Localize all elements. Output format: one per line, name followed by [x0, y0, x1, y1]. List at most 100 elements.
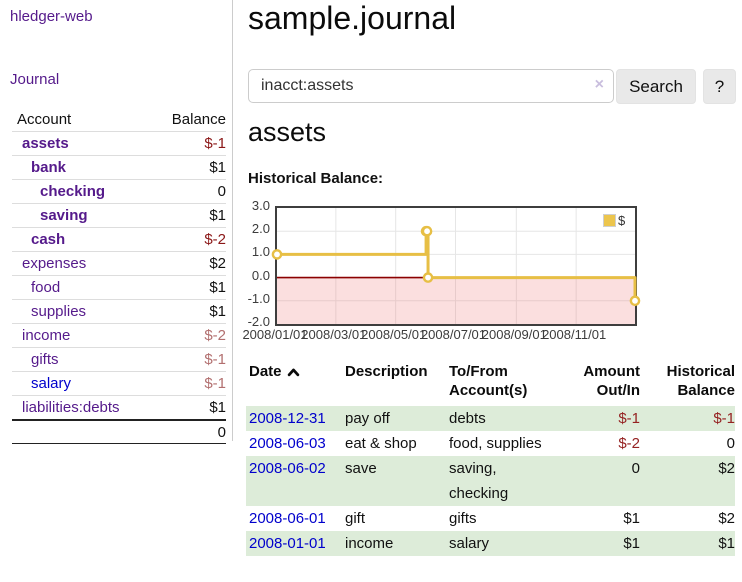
data-point — [629, 295, 641, 307]
transaction-date-link[interactable]: 2008-01-01 — [249, 535, 326, 552]
transaction-accounts: salary — [449, 531, 559, 556]
transactions-header-row: Date Description To/From Account(s) Amou… — [246, 362, 735, 406]
accounts-header-balance: Balance — [162, 108, 226, 132]
chart-legend: $ — [601, 212, 628, 229]
tx-header-accounts: To/From Account(s) — [449, 363, 528, 399]
account-row: gifts $-1 — [12, 347, 226, 372]
sidebar-item-journal[interactable]: Journal — [10, 71, 60, 88]
transaction-description: eat & shop — [345, 435, 417, 452]
search-input[interactable] — [248, 69, 614, 103]
account-link-saving[interactable]: saving — [40, 207, 88, 224]
account-balance: $1 — [162, 155, 226, 180]
account-balance: $-2 — [162, 227, 226, 252]
transaction-balance: $1 — [640, 531, 735, 556]
accounts-header-row: Account Balance — [12, 108, 226, 132]
account-link-expenses[interactable]: expenses — [22, 255, 87, 272]
transaction-description: save — [345, 456, 449, 506]
legend-label: $ — [618, 213, 626, 228]
account-link-income[interactable]: income — [22, 327, 71, 344]
account-row: food $1 — [12, 275, 226, 300]
y-tick-label: -1.0 — [247, 290, 270, 306]
account-balance: 0 — [162, 179, 226, 204]
account-row: expenses $2 — [12, 251, 226, 276]
historical-balance-chart — [271, 206, 641, 326]
legend-swatch-icon — [603, 214, 616, 227]
account-link-supplies[interactable]: supplies — [31, 303, 87, 320]
negative-region — [277, 277, 635, 324]
transaction-row: 2008-06-02 save saving, checking 0 $2 — [246, 456, 735, 506]
transaction-row: 2008-06-01 gift gifts $1 $2 — [246, 506, 735, 531]
account-row: income $-2 — [12, 323, 226, 348]
account-balance: $1 — [162, 275, 226, 300]
transaction-balance: $2 — [718, 510, 735, 527]
transaction-date-link[interactable]: 2008-12-31 — [249, 410, 326, 427]
transaction-amount: $1 — [559, 531, 640, 556]
page-title: sample.journal — [248, 0, 457, 36]
x-tick-label: 2008/11/01 — [542, 327, 607, 342]
clear-search-icon[interactable]: × — [594, 76, 604, 93]
help-button[interactable]: ? — [703, 69, 736, 104]
x-tick-label: 2008/01/01 — [242, 327, 308, 342]
account-row: salary $-1 — [12, 371, 226, 396]
search-button[interactable]: Search — [616, 69, 696, 104]
app-title-link[interactable]: hledger-web — [10, 8, 93, 25]
transaction-amount: $-1 — [559, 406, 640, 431]
transaction-balance: $-1 — [640, 406, 735, 431]
transaction-accounts: gifts — [449, 510, 477, 527]
account-link-gifts[interactable]: gifts — [31, 351, 59, 368]
account-row: liabilities:debts $1 — [12, 395, 226, 421]
account-balance: $-1 — [162, 371, 226, 396]
account-row: cash $-2 — [12, 227, 226, 252]
sort-ascending-icon — [287, 368, 299, 377]
transaction-balance: $2 — [640, 456, 735, 506]
transaction-description: pay off — [345, 406, 449, 431]
transaction-row: 2008-06-03 eat & shop food, supplies $-2 0 — [246, 431, 735, 456]
accounts-table: Account Balance assets $-1 bank $1 checking 0… — [12, 108, 226, 444]
accounts-header-account: Account — [12, 108, 162, 132]
account-heading: assets — [248, 117, 327, 147]
account-link-salary[interactable]: salary — [31, 375, 72, 392]
account-link-bank[interactable]: bank — [31, 159, 67, 176]
transactions-table: Date Description To/From Account(s) Amou… — [246, 362, 735, 556]
y-tick-label: 0.0 — [251, 267, 270, 283]
data-point — [271, 249, 283, 260]
account-link-checking[interactable]: checking — [40, 183, 106, 200]
account-balance: $-1 — [162, 347, 226, 372]
tx-header-description: Description — [345, 363, 428, 380]
account-link-assets[interactable]: assets — [22, 135, 69, 152]
account-link-cash[interactable]: cash — [31, 231, 66, 248]
x-tick-label: 2008/09/01 — [481, 327, 547, 342]
account-row: checking 0 — [12, 179, 226, 204]
y-tick-label: 3.0 — [251, 198, 270, 213]
transaction-row: 2008-01-01 income salary $1 $1 — [246, 531, 735, 556]
transaction-date-link[interactable]: 2008-06-01 — [249, 510, 326, 527]
transaction-amount: $1 — [623, 510, 640, 527]
transaction-accounts: saving, checking — [449, 456, 559, 506]
account-link-liabilities-debts[interactable]: liabilities:debts — [22, 399, 120, 416]
tx-header-balance: Historical Balance — [666, 363, 735, 399]
accounts-total-row: 0 — [12, 419, 226, 444]
search-field-wrap: × — [248, 69, 614, 103]
y-tick-label: -2.0 — [247, 314, 270, 329]
account-row: saving $1 — [12, 203, 226, 228]
transaction-amount: $-2 — [618, 435, 640, 452]
account-balance: $2 — [162, 251, 226, 276]
y-tick-label: 2.0 — [251, 221, 270, 237]
transaction-accounts: food, supplies — [449, 435, 542, 452]
transaction-description: gift — [345, 510, 366, 527]
data-point — [421, 225, 433, 237]
chart-plot-area — [271, 208, 641, 324]
account-balance: $-1 — [162, 131, 226, 156]
transaction-balance: 0 — [726, 435, 735, 452]
account-link-food[interactable]: food — [31, 279, 61, 296]
tx-header-date-sort[interactable]: Date — [246, 362, 345, 406]
transaction-date-link[interactable]: 2008-06-02 — [249, 460, 326, 477]
transaction-date-link[interactable]: 2008-06-03 — [249, 435, 326, 452]
account-balance: $-2 — [162, 323, 226, 348]
account-balance: $1 — [162, 203, 226, 228]
x-tick-label: 2008/05/01 — [361, 327, 427, 342]
tx-header-amount: Amount Out/In — [583, 363, 640, 399]
sidebar-divider — [232, 0, 233, 441]
transaction-description: income — [345, 531, 449, 556]
